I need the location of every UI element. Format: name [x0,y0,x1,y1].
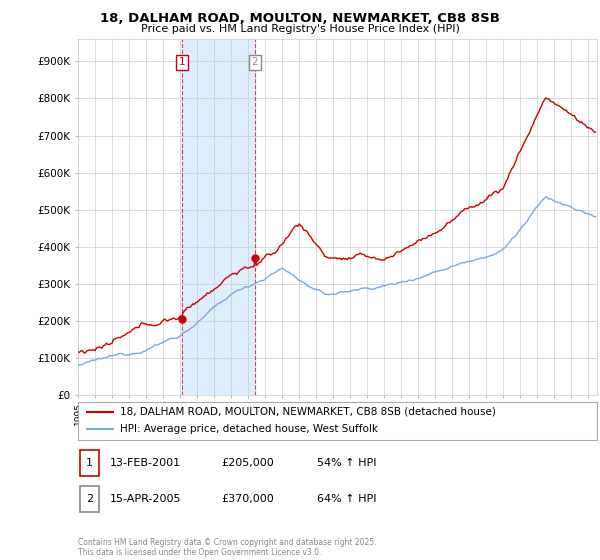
Text: £370,000: £370,000 [221,494,274,503]
Bar [182,39,255,395]
Text: 13-FEB-2001: 13-FEB-2001 [110,459,181,468]
Text: 1: 1 [178,57,185,67]
Text: 15-APR-2005: 15-APR-2005 [110,494,181,503]
Text: Price paid vs. HM Land Registry's House Price Index (HPI): Price paid vs. HM Land Registry's House … [140,24,460,34]
Text: 18, DALHAM ROAD, MOULTON, NEWMARKET, CB8 8SB (detached house): 18, DALHAM ROAD, MOULTON, NEWMARKET, CB8… [119,407,496,417]
FancyBboxPatch shape [78,402,597,440]
Text: 2: 2 [86,494,93,503]
FancyBboxPatch shape [80,450,99,477]
Text: HPI: Average price, detached house, West Suffolk: HPI: Average price, detached house, West… [119,424,377,435]
Text: 2: 2 [251,57,258,67]
Text: 54% ↑ HPI: 54% ↑ HPI [317,459,376,468]
Text: Contains HM Land Registry data © Crown copyright and database right 2025.
This d: Contains HM Land Registry data © Crown c… [78,538,377,557]
Text: 18, DALHAM ROAD, MOULTON, NEWMARKET, CB8 8SB: 18, DALHAM ROAD, MOULTON, NEWMARKET, CB8… [100,12,500,25]
Text: £205,000: £205,000 [221,459,274,468]
Text: 1: 1 [86,459,93,468]
FancyBboxPatch shape [80,486,99,512]
Text: 64% ↑ HPI: 64% ↑ HPI [317,494,376,503]
